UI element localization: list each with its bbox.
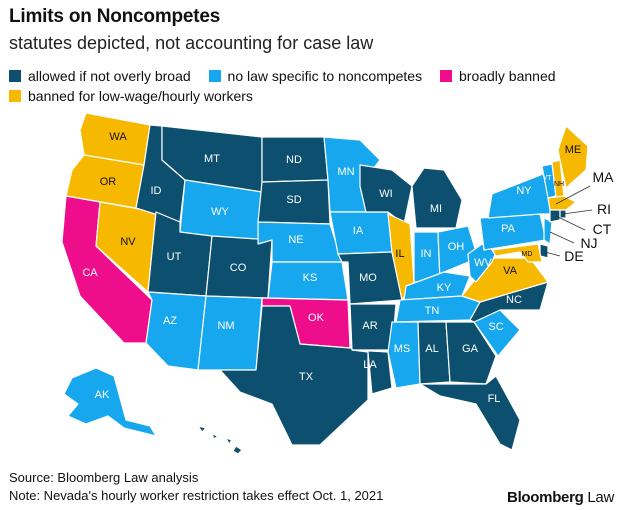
label-nj: NJ	[580, 235, 597, 251]
label-sd: SD	[286, 194, 301, 206]
label-il: IL	[395, 248, 404, 260]
label-in: IN	[421, 248, 432, 260]
state-nj	[543, 217, 553, 245]
state-nm	[197, 295, 263, 371]
label-nm: NM	[217, 320, 234, 332]
label-ia: IA	[353, 225, 364, 237]
state-wv	[467, 243, 497, 283]
legend-label-allowed: allowed if not overly broad	[28, 68, 191, 84]
label-fl: FL	[488, 393, 501, 405]
legend-label-low-wage: banned for low-wage/hourly workers	[28, 88, 253, 104]
legend-label-no-law: no law specific to noncompetes	[227, 68, 423, 84]
state-ma	[547, 195, 577, 211]
label-mt: MT	[204, 153, 220, 165]
state-az	[145, 291, 207, 371]
label-ut: UT	[167, 251, 182, 263]
label-ct: CT	[593, 221, 612, 237]
state-fl	[419, 375, 521, 451]
brand-bold: Bloomberg	[507, 489, 584, 506]
source-note: Source: Bloomberg Law analysis	[9, 470, 199, 485]
label-mi: MI	[430, 203, 442, 215]
label-ks: KS	[303, 272, 318, 284]
state-mi	[411, 167, 463, 229]
state-tx	[219, 305, 369, 446]
state-hi	[197, 425, 243, 455]
chart-title: Limits on Noncompetes	[9, 6, 221, 27]
state-ak	[63, 367, 157, 437]
label-ri: RI	[597, 201, 611, 217]
legend-item-banned: broadly banned	[440, 66, 556, 86]
chart-subtitle: statutes depicted, not accounting for ca…	[9, 33, 374, 53]
us-map: WA OR CA NV ID MT WY UT CO AZ NM ND SD N…	[61, 112, 614, 455]
label-md: MD	[522, 251, 533, 258]
label-ca: CA	[82, 267, 98, 279]
state-labels: WA OR CA NV ID MT WY UT CO AZ NM ND SD N…	[82, 131, 614, 405]
label-mo: MO	[359, 272, 377, 284]
callout-leaders	[544, 185, 593, 257]
label-ms: MS	[394, 343, 411, 355]
brand-logo: Bloomberg Law	[507, 489, 614, 506]
label-nh: NH	[554, 181, 564, 188]
state-la	[351, 349, 393, 395]
label-ar: AR	[362, 320, 377, 332]
label-sc: SC	[488, 321, 503, 333]
label-nd: ND	[286, 154, 302, 166]
label-mn: MN	[337, 166, 354, 178]
legend-item-no-law: no law specific to noncompetes	[208, 66, 423, 86]
label-wa: WA	[109, 131, 127, 143]
legend-swatch-banned	[440, 70, 452, 82]
state-me	[557, 125, 589, 189]
label-ma: MA	[593, 169, 615, 185]
label-oh: OH	[448, 241, 465, 253]
label-pa: PA	[501, 223, 516, 235]
state-md	[491, 243, 543, 263]
label-tn: TN	[425, 305, 440, 317]
label-ny: NY	[516, 185, 532, 197]
label-co: CO	[230, 262, 247, 274]
brand-normal: Law	[583, 489, 614, 506]
legend-item-allowed: allowed if not overly broad	[9, 66, 191, 86]
label-ok: OK	[308, 312, 325, 324]
label-or: OR	[100, 176, 117, 188]
label-de: DE	[564, 248, 583, 264]
label-wv: WV	[474, 257, 492, 269]
label-me: ME	[565, 144, 582, 156]
state-shapes	[61, 112, 589, 455]
legend-swatch-allowed	[9, 70, 21, 82]
legend: allowed if not overly broad no law speci…	[9, 66, 609, 106]
state-ky	[403, 271, 471, 301]
legend-swatch-low-wage	[9, 90, 21, 102]
state-oh	[437, 225, 479, 281]
label-va: VA	[503, 265, 518, 277]
label-ak: AK	[95, 389, 110, 401]
legend-item-low-wage: banned for low-wage/hourly workers	[9, 86, 253, 106]
label-nv: NV	[120, 236, 136, 248]
state-ms	[387, 321, 421, 389]
label-wi: WI	[379, 188, 392, 200]
label-wy: WY	[211, 206, 229, 218]
label-vt: VT	[543, 175, 553, 182]
label-az: AZ	[163, 315, 177, 327]
state-ct	[549, 209, 561, 223]
footnote: Note: Nevada's hourly worker restriction…	[9, 488, 384, 503]
label-nc: NC	[506, 294, 522, 306]
label-ne: NE	[288, 234, 303, 246]
label-tx: TX	[299, 371, 314, 383]
label-ky: KY	[437, 282, 452, 294]
label-al: AL	[425, 343, 438, 355]
legend-swatch-no-law	[208, 70, 221, 82]
label-la: LA	[363, 359, 377, 371]
label-id: ID	[151, 185, 162, 197]
label-ga: GA	[462, 343, 479, 355]
state-ga	[445, 321, 497, 385]
legend-label-banned: broadly banned	[459, 68, 556, 84]
